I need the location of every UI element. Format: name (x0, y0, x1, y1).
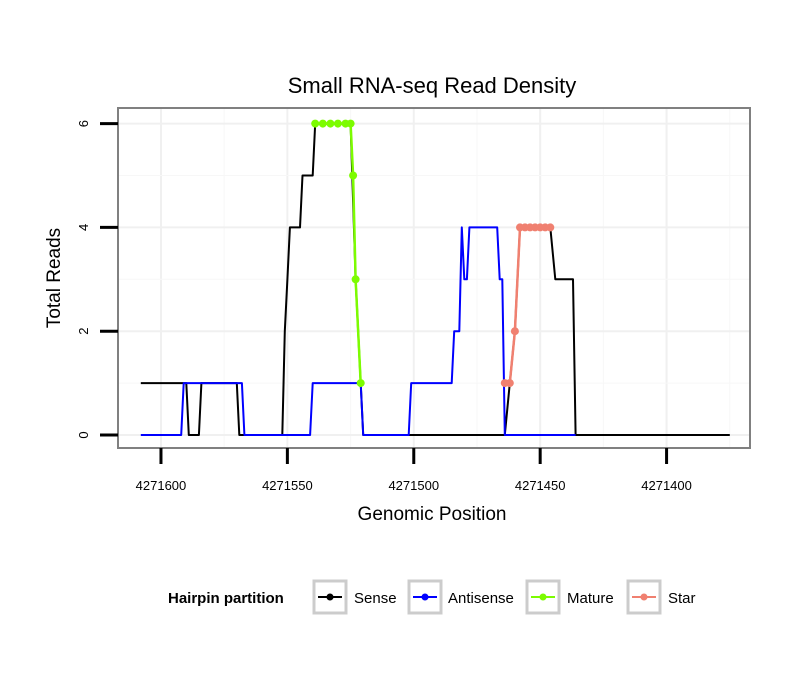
data-point-mature (356, 379, 365, 388)
data-point-mature (326, 119, 335, 128)
series-line-antisense (140, 226, 576, 436)
y-tick-label: 2 (76, 328, 91, 335)
chart-title: Small RNA-seq Read Density (288, 73, 577, 98)
y-axis: 0 2 4 6 (76, 120, 118, 439)
legend-label-sense: Sense (354, 590, 397, 607)
series-layer (140, 119, 730, 436)
legend-item-antisense: Antisense (407, 579, 514, 615)
x-tick-label: 4271550 (262, 478, 313, 493)
y-tick-label: 0 (76, 431, 91, 438)
legend-item-sense: Sense (312, 579, 397, 615)
legend-key-mature-dot (539, 593, 547, 601)
legend-key-star-dot (640, 593, 648, 601)
plot-border (117, 107, 751, 449)
data-point-mature (318, 119, 327, 128)
x-axis: 4271600 4271550 4271500 4271450 4271400 (136, 448, 692, 493)
legend-title: Hairpin partition (168, 590, 284, 607)
data-point-mature (346, 119, 355, 128)
y-axis-title: Total Reads (44, 228, 65, 328)
x-tick-label: 4271400 (641, 478, 692, 493)
data-point-star (546, 223, 555, 232)
data-point-mature (349, 171, 358, 180)
data-point-mature (311, 119, 320, 128)
data-point-star (510, 327, 519, 336)
data-point-star (505, 379, 514, 388)
legend-key-antisense-dot (421, 593, 429, 601)
x-tick-label: 4271500 (388, 478, 439, 493)
legend-label-antisense: Antisense (448, 590, 514, 607)
series-mature (311, 119, 365, 388)
x-axis-title: Genomic Position (358, 504, 507, 525)
series-antisense (140, 226, 576, 436)
legend: Hairpin partition Sense Antisense Mature… (168, 579, 696, 615)
y-tick-label: 6 (76, 120, 91, 127)
series-star (500, 223, 555, 388)
legend-item-star: Star (626, 579, 696, 615)
data-point-mature (333, 119, 342, 128)
legend-label-mature: Mature (567, 590, 614, 607)
legend-label-star: Star (668, 590, 696, 607)
x-tick-label: 4271450 (515, 478, 566, 493)
y-tick-label: 4 (76, 224, 91, 231)
plot-panel (117, 107, 751, 449)
x-tick-label: 4271600 (136, 478, 187, 493)
data-point-mature (351, 275, 360, 284)
plot-background (118, 108, 750, 448)
legend-item-mature: Mature (525, 579, 614, 615)
legend-key-sense-dot (326, 593, 334, 601)
